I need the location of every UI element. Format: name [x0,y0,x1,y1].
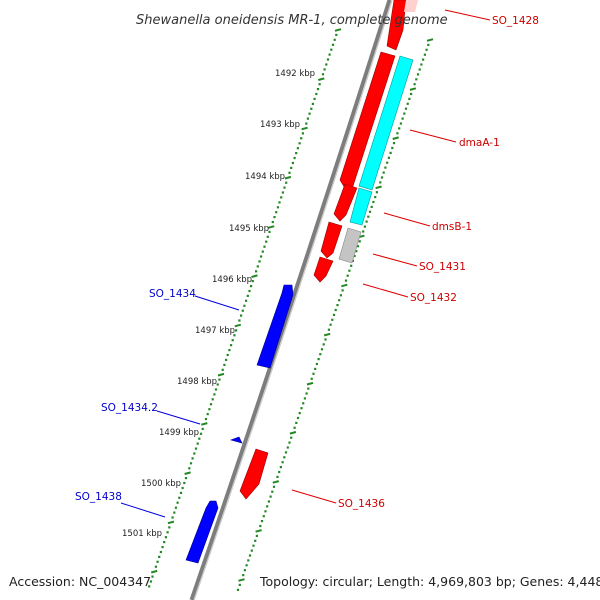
gene-label-so1431[interactable]: SO_1431 [419,261,466,273]
outer-scale-major-tick [301,126,308,131]
leader-line-so1436 [291,489,337,504]
inner-scale-major-tick [272,480,280,484]
map-title: Shewanella oneidensis MR-1, complete gen… [136,13,448,28]
kbp-label-1499: 1499 kbp [159,428,199,438]
gene-label-so1438[interactable]: SO_1438 [75,491,122,503]
gene-label-dmsB-1[interactable]: dmsB-1 [432,221,472,233]
gene-feature-so1436[interactable] [239,448,269,500]
outer-scale-major-tick [334,28,342,32]
gene-label-dmaA-1[interactable]: dmaA-1 [459,137,500,149]
leader-line-so1428 [444,9,491,21]
gene-feature-so1431[interactable] [320,221,343,259]
outer-scale-major-tick [184,471,191,475]
forward-gene-track [239,0,418,500]
gene-feature-so1431-grey[interactable] [338,227,362,264]
reverse-gene-track [185,284,294,564]
outer-scale-major-tick [318,77,325,81]
genome-backbone-highlight [193,0,393,600]
inner-scale-major-tick [238,578,245,582]
outer-scale-major-tick [234,323,242,328]
inner-scale-major-tick [341,283,348,288]
gene-label-so1436[interactable]: SO_1436 [338,498,385,510]
kbp-label-1492: 1492 kbp [275,69,315,79]
gene-label-so1434[interactable]: SO_1434 [149,288,196,300]
topology-summary: Topology: circular; Length: 4,969,803 bp… [259,574,600,589]
accession-text: Accession: NC_004347 [9,574,151,589]
inner-scale-major-tick [255,529,262,533]
leader-line-so1438 [120,502,166,518]
inner-scale-major-tick [306,381,314,386]
gene-feature-so1428[interactable] [386,0,407,51]
leader-line-so1434 [194,295,240,311]
scale-labels: 1492 kbp 1493 kbp 1494 kbp 1495 kbp 1496… [122,69,315,539]
reverse-gene-labels: SO_1434 SO_1434.2 SO_1438 [75,288,240,518]
leader-line-so1431 [372,253,418,267]
gene-feature-so1438[interactable] [185,500,219,564]
gene-feature-dmaA-1-cyan[interactable] [358,55,414,191]
outer-scale-major-tick [217,372,225,377]
kbp-label-1496: 1496 kbp [212,275,252,285]
kbp-label-1495: 1495 kbp [229,224,269,234]
outer-scale-major-tick [267,225,275,229]
leader-line-so1434-2 [156,410,201,425]
kbp-label-1494: 1494 kbp [245,172,285,182]
outer-scale-major-tick [167,520,175,525]
gene-feature-dmsB-1-cyan[interactable] [349,187,373,226]
kbp-label-1501: 1501 kbp [122,529,162,539]
inner-scale-major-tick [426,38,434,42]
outer-scale-ticks [148,28,342,588]
kbp-label-1493: 1493 kbp [260,120,300,130]
gene-label-so1434-2[interactable]: SO_1434.2 [101,402,158,414]
leader-line-so1432 [362,283,409,298]
inner-scale-major-tick [323,332,331,337]
inner-scale-major-tick [375,185,382,190]
outer-scale-major-tick [251,274,258,278]
gene-feature-so1432[interactable] [313,256,334,283]
leader-line-dmaA-1 [409,129,457,143]
leader-line-dmsB-1 [383,212,431,227]
genome-backbone [189,0,393,600]
inner-scale-major-tick [289,431,297,435]
kbp-label-1497: 1497 kbp [195,326,235,336]
kbp-label-1500: 1500 kbp [141,479,181,489]
gene-feature-so1434-2[interactable] [230,436,243,444]
gene-label-so1432[interactable]: SO_1432 [410,292,457,304]
forward-gene-labels: SO_1428 dmaA-1 dmsB-1 SO_1431 SO_1432 SO… [291,9,539,510]
kbp-label-1498: 1498 kbp [177,377,217,387]
gene-label-so1428[interactable]: SO_1428 [492,15,539,27]
gene-feature-so1428-faded [404,0,418,12]
outer-scale-major-tick [201,422,208,426]
outer-scale-major-tick [284,175,292,180]
inner-scale-major-tick [392,136,399,140]
gene-feature-so1434[interactable] [256,284,294,369]
inner-scale-major-tick [409,87,417,91]
outer-scale-major-tick [150,569,158,574]
gene-feature-dmsB-1[interactable] [333,183,358,222]
